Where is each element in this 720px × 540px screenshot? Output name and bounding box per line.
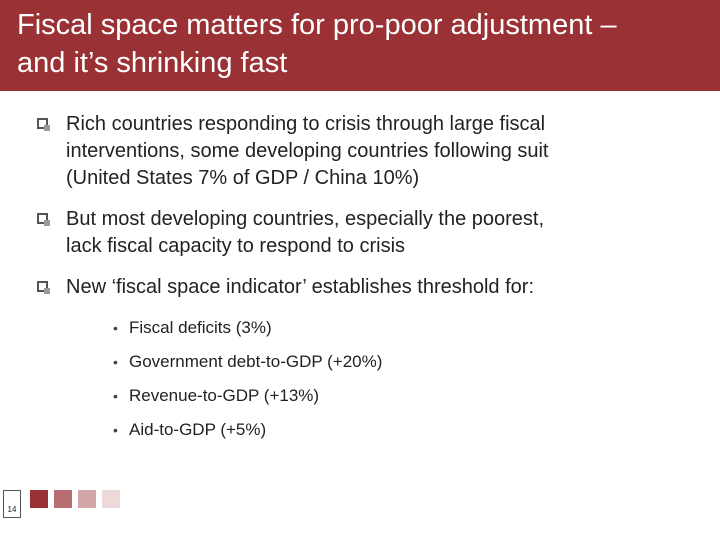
bullet-3-line-1: New ‘fiscal space indicator’ establishes… xyxy=(66,276,534,298)
title-bar: Fiscal space matters for pro-poor adjust… xyxy=(0,0,720,91)
sub-bullet-list: • Fiscal deficits (3%) • Government debt… xyxy=(112,316,382,442)
sub-bullet-item: • Fiscal deficits (3%) xyxy=(112,316,382,340)
main-bullet-list: Rich countries responding to crisis thro… xyxy=(37,111,697,301)
checkbox-square-icon xyxy=(37,213,50,226)
bullet-2-line-1: But most developing countries, especiall… xyxy=(66,208,545,230)
bullet-item-3: New ‘fiscal space indicator’ establishes… xyxy=(37,274,697,301)
sub-bullet-text: Revenue-to-GDP (+13%) xyxy=(129,386,320,405)
page-number: 14 xyxy=(3,490,21,518)
slide-title-line-2: and it’s shrinking fast xyxy=(17,47,288,79)
footer-swatch-3 xyxy=(78,490,96,508)
footer-swatch-2 xyxy=(54,490,72,508)
sub-bullet-text: Aid-to-GDP (+5%) xyxy=(129,420,267,439)
bullet-dot-icon: • xyxy=(113,354,118,370)
bullet-dot-icon: • xyxy=(113,422,118,438)
sub-bullet-text: Fiscal deficits (3%) xyxy=(129,318,272,337)
footer-swatch-1 xyxy=(30,490,48,508)
bullet-dot-icon: • xyxy=(113,320,118,336)
sub-bullet-item: • Revenue-to-GDP (+13%) xyxy=(112,384,382,408)
bullet-1-line-3: (United States 7% of GDP / China 10%) xyxy=(66,167,420,189)
bullet-1-line-1: Rich countries responding to crisis thro… xyxy=(66,113,546,135)
checkbox-square-icon xyxy=(37,281,50,294)
bullet-dot-icon: • xyxy=(113,388,118,404)
sub-bullet-item: • Government debt-to-GDP (+20%) xyxy=(112,350,382,374)
slide-title-line-1: Fiscal space matters for pro-poor adjust… xyxy=(17,9,617,41)
bullet-2-line-2: lack fiscal capacity to respond to crisi… xyxy=(66,235,406,257)
footer-swatch-4 xyxy=(102,490,120,508)
sub-bullet-text: Government debt-to-GDP (+20%) xyxy=(129,352,383,371)
bullet-item-2: But most developing countries, especiall… xyxy=(37,206,697,260)
bullet-item-1: Rich countries responding to crisis thro… xyxy=(37,111,697,192)
checkbox-square-icon xyxy=(37,118,50,131)
bullet-1-line-2: interventions, some developing countries… xyxy=(66,140,549,162)
sub-bullet-item: • Aid-to-GDP (+5%) xyxy=(112,418,382,442)
